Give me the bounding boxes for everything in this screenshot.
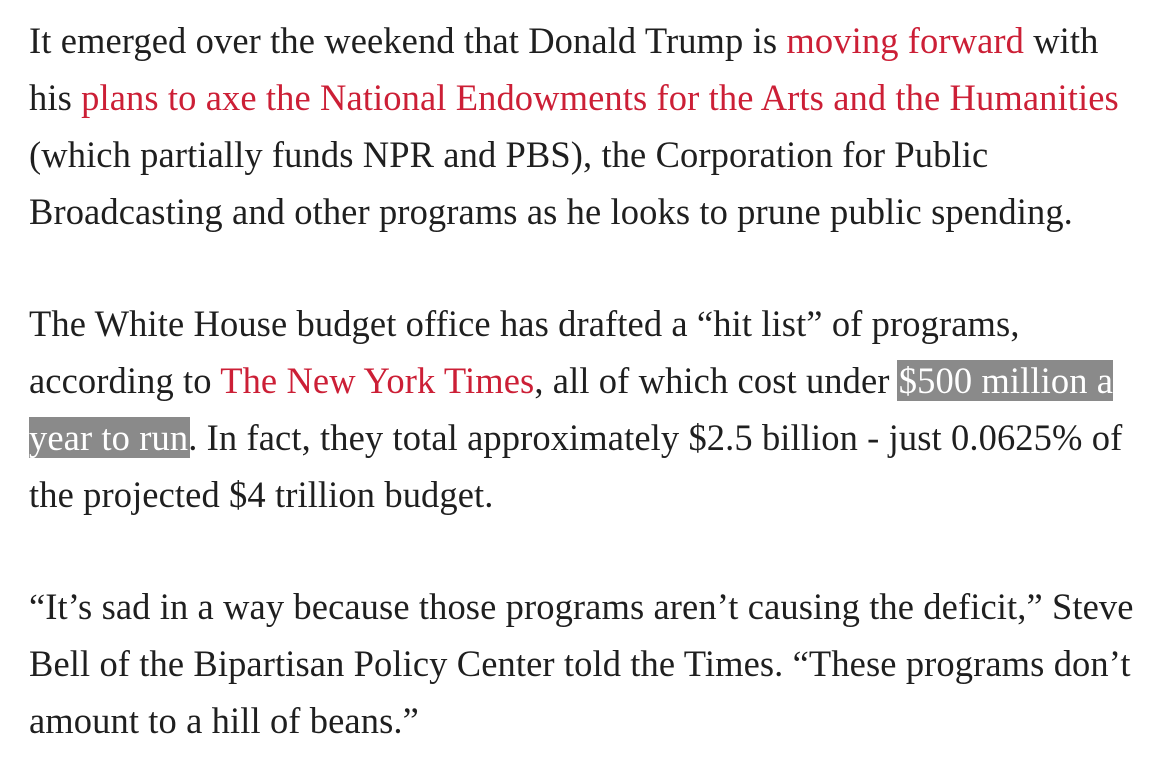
link-plans-to-axe[interactable]: plans to axe the National Endowments for… xyxy=(81,77,1119,118)
link-new-york-times[interactable]: The New York Times xyxy=(220,360,535,401)
paragraph-1-text-3: (which partially funds NPR and PBS), the… xyxy=(29,134,1073,232)
paragraph-1-text-1: It emerged over the weekend that Donald … xyxy=(29,20,787,61)
paragraph-2-text-2: , all of which cost under xyxy=(534,360,899,401)
paragraph-1-text-2: with his xyxy=(29,20,1099,118)
paragraph-3: “It’s sad in a way because those program… xyxy=(29,578,1139,749)
paragraph-1: It emerged over the weekend that Donald … xyxy=(29,12,1139,240)
link-moving-forward[interactable]: moving forward xyxy=(786,20,1024,61)
paragraph-2-text-3: . In fact, they total approximately $2.5… xyxy=(29,417,1123,515)
article-body: It emerged over the weekend that Donald … xyxy=(29,12,1139,749)
paragraph-3-text-1: “It’s sad in a way because those program… xyxy=(29,586,1134,741)
paragraph-2-text-1: The White House budget office has drafte… xyxy=(29,303,1020,401)
paragraph-2: The White House budget office has drafte… xyxy=(29,295,1139,523)
